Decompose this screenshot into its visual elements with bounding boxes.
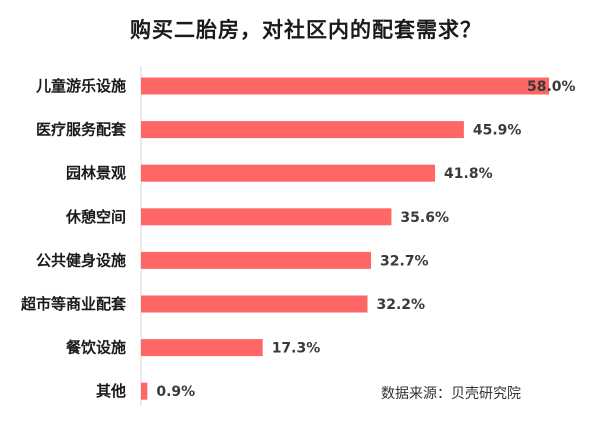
- category-label-7: 餐饮设施: [66, 339, 126, 357]
- value-label-7: 17.3%: [272, 341, 321, 357]
- value-label-6: 32.2%: [377, 297, 426, 313]
- source-note: 数据来源：贝壳研究院: [381, 386, 521, 402]
- value-label-3: 41.8%: [444, 166, 493, 182]
- category-label-3: 园林景观: [66, 164, 126, 182]
- bars-group: 儿童游乐设施 58.0% 医疗服务配套 45.9% 园林景观 41.8% 休憩空间 35.6%…: [20, 77, 576, 400]
- category-label-4: 休憩空间: [65, 208, 126, 226]
- bar-2: [141, 121, 464, 139]
- bar-3: [141, 164, 436, 182]
- bar-1: [141, 77, 549, 95]
- category-label-2: 医疗服务配套: [36, 121, 127, 139]
- category-label-1: 儿童游乐设施: [35, 77, 126, 95]
- bar-4: [141, 208, 392, 226]
- value-label-5: 32.7%: [380, 253, 429, 269]
- value-label-4: 35.6%: [400, 210, 449, 226]
- category-label-8: 其他: [96, 382, 126, 400]
- bar-7: [141, 339, 263, 357]
- bar-8: [141, 382, 148, 400]
- chart-title: 购买二胎房，对社区内的配套需求？: [130, 18, 482, 42]
- value-label-2: 45.9%: [473, 123, 522, 139]
- value-label-1: 58.0%: [527, 79, 576, 95]
- category-label-5: 公共健身设施: [36, 251, 126, 269]
- bar-6: [141, 295, 368, 313]
- bar-5: [141, 251, 372, 269]
- value-label-8: 0.9%: [156, 384, 195, 400]
- category-label-6: 超市等商业配套: [20, 295, 127, 313]
